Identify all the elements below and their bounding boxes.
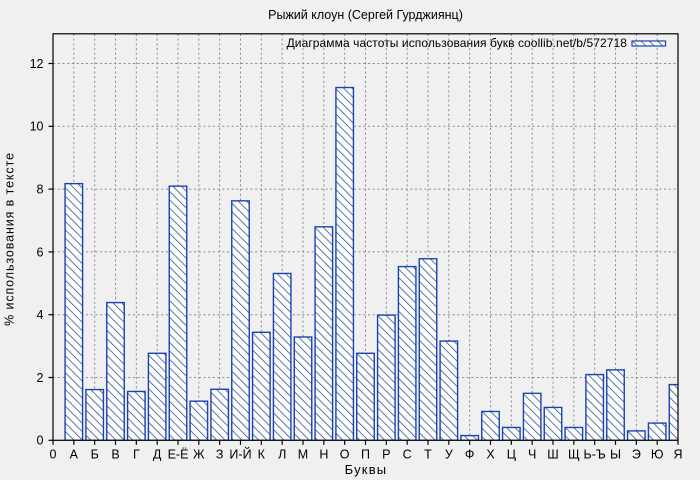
svg-text:4: 4 [37,308,44,322]
svg-text:Ю: Ю [651,448,664,462]
svg-text:О: О [340,448,350,462]
svg-text:М: М [298,448,308,462]
svg-text:П: П [361,448,370,462]
svg-text:К: К [258,448,266,462]
svg-text:Диаграмма частоты использовани: Диаграмма частоты использования букв coo… [287,36,628,50]
svg-text:Ь-Ъ: Ь-Ъ [584,448,606,462]
svg-text:Г: Г [133,448,140,462]
svg-text:Ж: Ж [193,448,205,462]
svg-text:Л: Л [278,448,286,462]
svg-text:0: 0 [50,448,57,462]
svg-text:Ц: Ц [507,448,517,462]
svg-text:Ш: Ш [547,448,558,462]
svg-text:Рыжий клоун (Сергей Гурджиянц): Рыжий клоун (Сергей Гурджиянц) [268,8,463,22]
svg-text:Т: Т [424,448,432,462]
svg-text:Ф: Ф [465,448,475,462]
svg-text:Буквы: Буквы [345,462,388,477]
svg-text:Я: Я [673,448,682,462]
svg-text:Д: Д [153,448,162,462]
svg-text:Ч: Ч [528,448,536,462]
svg-text:10: 10 [30,120,44,134]
svg-text:Э: Э [632,448,641,462]
svg-text:В: В [111,448,119,462]
svg-text:А: А [70,448,79,462]
svg-text:З: З [216,448,224,462]
svg-text:% использования в тексте: % использования в тексте [3,152,17,326]
svg-text:6: 6 [37,245,44,259]
svg-text:С: С [403,448,412,462]
svg-text:У: У [445,448,453,462]
svg-text:Б: Б [91,448,99,462]
svg-text:Е-Ё: Е-Ё [168,448,189,462]
svg-text:И-Й: И-Й [229,447,251,462]
svg-text:Щ: Щ [568,448,580,462]
svg-text:Н: Н [319,448,328,462]
svg-text:12: 12 [30,57,44,71]
svg-text:2: 2 [37,371,44,385]
svg-text:0: 0 [37,434,44,448]
svg-text:Р: Р [382,448,390,462]
svg-text:Х: Х [486,448,495,462]
svg-text:Ы: Ы [610,448,621,462]
svg-text:8: 8 [37,183,44,197]
